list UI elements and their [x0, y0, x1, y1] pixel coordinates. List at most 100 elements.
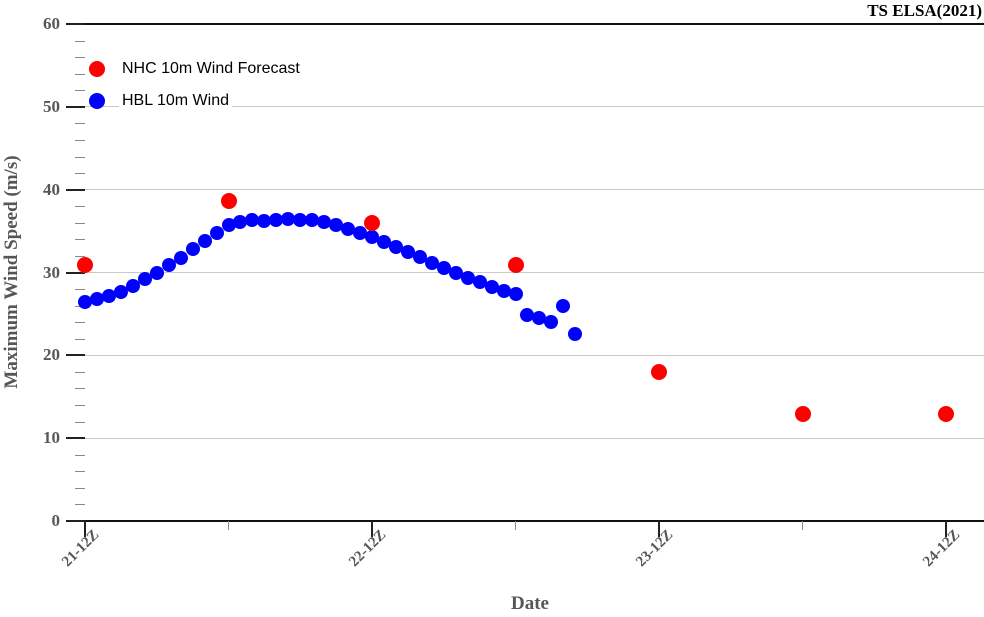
y-tick-label: 10: [43, 428, 60, 448]
data-point-hbl: [544, 315, 559, 330]
y-gridline: [68, 106, 984, 108]
y-minor-tick: [75, 388, 85, 390]
data-point-hbl: [78, 295, 92, 310]
data-point-hbl: [245, 213, 260, 228]
y-major-tick: [66, 188, 85, 191]
x-major-tick: [945, 521, 947, 537]
data-point-hbl: [472, 275, 487, 290]
y-gridline: [68, 354, 984, 356]
x-minor-tick: [228, 521, 229, 530]
y-major-tick: [66, 271, 85, 274]
y-minor-tick: [75, 405, 85, 407]
x-tick-label: 21-12Z: [59, 527, 103, 571]
data-point-nhc: [651, 363, 667, 380]
y-minor-tick: [75, 504, 85, 506]
y-minor-tick: [75, 206, 85, 208]
data-point-nhc: [364, 214, 380, 231]
y-major-tick: [66, 105, 85, 108]
y-minor-tick: [75, 454, 85, 456]
y-minor-tick: [75, 289, 85, 291]
y-minor-tick: [75, 487, 85, 489]
x-major-tick: [84, 521, 86, 537]
x-minor-tick: [515, 521, 516, 530]
y-tick-label: 20: [43, 345, 60, 365]
data-point-hbl: [149, 265, 164, 280]
data-point-hbl: [209, 225, 224, 240]
legend-label-nhc: NHC 10m Wind Forecast: [119, 59, 303, 79]
data-point-hbl: [101, 288, 116, 303]
data-point-hbl: [293, 213, 308, 228]
y-minor-tick: [75, 173, 85, 175]
data-point-hbl: [520, 307, 535, 322]
x-axis-line: [66, 520, 984, 522]
data-point-hbl: [317, 214, 332, 229]
legend-item-nhc: NHC 10m Wind Forecast: [84, 53, 336, 85]
y-gridline: [68, 189, 984, 191]
data-point-nhc: [794, 406, 811, 423]
x-tick-label: 23-12Z: [633, 527, 677, 571]
data-point-hbl: [257, 214, 272, 229]
y-minor-tick: [75, 156, 85, 158]
legend: NHC 10m Wind Forecast HBL 10m Wind: [84, 53, 336, 117]
x-tick-label: 22-12Z: [346, 527, 390, 571]
y-gridline: [68, 272, 984, 273]
y-major-tick: [66, 520, 85, 522]
y-major-tick: [66, 437, 85, 440]
data-point-hbl: [113, 284, 128, 299]
data-point-hbl: [400, 244, 415, 259]
data-point-hbl: [484, 279, 499, 294]
data-point-hbl: [233, 214, 248, 229]
data-point-hbl: [221, 218, 236, 233]
data-point-hbl: [424, 255, 439, 270]
y-minor-tick: [75, 90, 85, 92]
data-point-hbl: [197, 234, 212, 249]
y-minor-tick: [75, 73, 85, 75]
legend-item-hbl: HBL 10m Wind: [84, 85, 336, 117]
x-tick-label: 24-12Z: [920, 527, 964, 571]
y-major-tick: [66, 23, 85, 25]
y-minor-tick: [75, 421, 85, 423]
y-minor-tick: [75, 57, 85, 59]
data-point-hbl: [412, 249, 427, 264]
data-point-hbl: [125, 278, 140, 293]
data-point-hbl: [556, 299, 571, 314]
data-point-nhc: [220, 193, 237, 210]
x-major-tick: [658, 521, 660, 537]
x-axis-title: Date: [511, 593, 549, 614]
data-point-hbl: [353, 225, 368, 240]
data-point-nhc: [77, 257, 93, 274]
data-point-hbl: [376, 234, 391, 249]
y-minor-tick: [75, 123, 85, 125]
nhc-red-circle-icon: [89, 61, 105, 77]
data-point-hbl: [137, 272, 152, 287]
data-point-hbl: [568, 326, 583, 341]
y-tick-label: 0: [51, 511, 61, 530]
y-major-tick: [66, 354, 85, 357]
y-minor-tick: [75, 471, 85, 473]
chart-title: TS ELSA(2021): [867, 1, 982, 20]
y-minor-tick: [75, 139, 85, 141]
y-tick-label: 50: [43, 96, 60, 116]
data-point-hbl: [341, 221, 356, 236]
data-point-hbl: [365, 229, 379, 244]
data-point-hbl: [508, 287, 523, 302]
y-tick-label: 40: [43, 179, 60, 199]
top-spine: [66, 23, 984, 25]
data-point-hbl: [185, 242, 200, 257]
data-point-hbl: [388, 239, 403, 254]
data-point-nhc: [938, 406, 954, 423]
y-minor-tick: [75, 322, 85, 324]
data-point-hbl: [269, 213, 284, 228]
data-point-hbl: [436, 260, 451, 275]
y-minor-tick: [75, 338, 85, 340]
y-minor-tick: [75, 255, 85, 257]
data-point-hbl: [89, 292, 104, 306]
y-minor-tick: [75, 239, 85, 241]
data-point-hbl: [305, 213, 320, 228]
data-point-hbl: [532, 311, 547, 326]
x-major-tick: [371, 521, 373, 537]
y-tick-label: 30: [43, 262, 60, 282]
y-minor-tick: [75, 371, 85, 373]
data-point-hbl: [281, 212, 296, 227]
